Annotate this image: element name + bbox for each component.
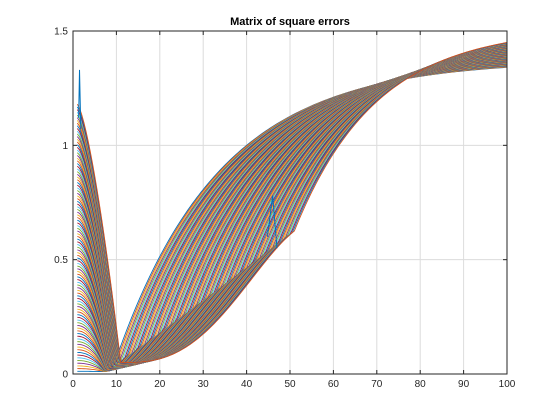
- y-tick-label: 1: [62, 141, 68, 152]
- x-tick-label: 60: [328, 379, 340, 390]
- x-tick-label: 80: [415, 379, 427, 390]
- x-tick-label: 30: [198, 379, 210, 390]
- x-tick-label: 20: [154, 379, 166, 390]
- x-tick-label: 90: [458, 379, 470, 390]
- x-tick-label: 70: [371, 379, 383, 390]
- x-tick-label: 50: [284, 379, 296, 390]
- chart-title: Matrix of square errors: [230, 16, 350, 28]
- y-tick-label: 0.5: [54, 255, 68, 266]
- x-tick-label: 10: [111, 379, 123, 390]
- x-tick-label: 100: [499, 379, 516, 390]
- x-tick-label: 0: [70, 379, 76, 390]
- y-tick-label: 0: [62, 370, 68, 381]
- x-tick-label: 40: [241, 379, 253, 390]
- y-tick-label: 1.5: [54, 27, 68, 38]
